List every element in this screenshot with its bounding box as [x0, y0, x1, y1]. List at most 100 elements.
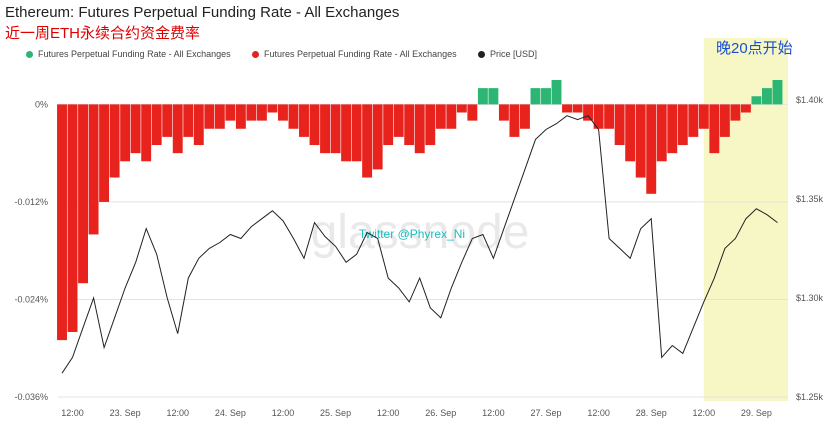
funding-bar: [130, 104, 141, 154]
y-tick-label-right: $1.40k: [796, 95, 824, 105]
funding-bar: [320, 104, 331, 154]
funding-bar: [383, 104, 394, 146]
funding-bar: [446, 104, 457, 129]
y-tick-label-right: $1.30k: [796, 293, 824, 303]
funding-bar: [709, 104, 720, 154]
funding-bar: [541, 88, 551, 105]
funding-bar: [530, 88, 541, 105]
x-tick-label: 12:00: [377, 408, 400, 418]
chart-title: Ethereum: Futures Perpetual Funding Rate…: [5, 4, 400, 21]
legend-dot-icon: [26, 50, 33, 58]
funding-bar: [635, 104, 646, 178]
funding-bar: [277, 104, 288, 121]
x-tick-label: 27. Sep: [530, 408, 561, 418]
x-tick-label: 28. Sep: [636, 408, 667, 418]
funding-bar: [677, 104, 688, 146]
watermark-logo: glassnode: [311, 206, 530, 259]
x-tick-label: 12:00: [61, 408, 84, 418]
y-tick-label-right: $1.25k: [796, 392, 824, 402]
funding-bar: [330, 104, 341, 154]
funding-bar: [614, 104, 625, 146]
funding-bar: [656, 104, 667, 162]
funding-bar: [141, 104, 152, 162]
watermark-credit: Twitter @Phyrex_Ni: [359, 227, 465, 241]
legend-item-negative-funding[interactable]: Futures Perpetual Funding Rate - All Exc…: [252, 49, 457, 59]
x-tick-label: 12:00: [482, 408, 505, 418]
legend-dot-icon: [252, 50, 259, 58]
y-tick-label-left: -0.012%: [14, 197, 48, 207]
funding-bar: [67, 104, 78, 332]
funding-bar: [646, 104, 657, 194]
x-tick-label: 25. Sep: [320, 408, 351, 418]
funding-bar: [477, 88, 488, 105]
funding-bar: [362, 104, 373, 178]
funding-bar: [435, 104, 446, 129]
funding-bar: [57, 104, 67, 341]
funding-bar: [740, 104, 751, 113]
funding-bar: [730, 104, 741, 121]
funding-bar: [551, 80, 562, 105]
funding-bar: [425, 104, 436, 146]
funding-bar: [772, 80, 783, 105]
funding-bar: [256, 104, 267, 121]
funding-bar: [667, 104, 678, 154]
funding-bar: [519, 104, 530, 129]
x-tick-label: 12:00: [587, 408, 610, 418]
funding-bar: [467, 104, 478, 121]
y-tick-label-right: $1.35k: [796, 194, 824, 204]
funding-bar: [698, 104, 709, 129]
funding-bar: [225, 104, 236, 121]
funding-bar: [214, 104, 225, 129]
y-tick-label-left: -0.036%: [14, 392, 48, 402]
funding-bar: [172, 104, 183, 154]
funding-bar: [488, 88, 499, 105]
funding-bar: [498, 104, 509, 121]
funding-bar: [688, 104, 699, 137]
annotation-note: 晚20点开始: [716, 40, 793, 57]
y-tick-label-left: 0%: [35, 99, 48, 109]
funding-bar: [120, 104, 131, 162]
x-tick-label: 12:00: [693, 408, 716, 418]
funding-bar: [235, 104, 246, 129]
x-tick-label: 12:00: [272, 408, 295, 418]
funding-bar: [183, 104, 194, 137]
funding-bar: [583, 104, 594, 121]
funding-bar: [372, 104, 383, 170]
funding-bar: [246, 104, 257, 121]
funding-bar: [288, 104, 299, 129]
funding-bar: [204, 104, 215, 129]
legend-item-price[interactable]: Price [USD]: [478, 49, 537, 59]
funding-bar: [351, 104, 362, 162]
funding-bar: [109, 104, 120, 178]
funding-bar: [751, 96, 762, 105]
x-tick-label: 29. Sep: [741, 408, 772, 418]
funding-bar: [604, 104, 615, 129]
funding-bar: [193, 104, 204, 146]
funding-bar: [404, 104, 415, 146]
funding-bar: [162, 104, 173, 137]
funding-bar: [78, 104, 89, 284]
funding-bar: [414, 104, 425, 154]
funding-bar: [562, 104, 573, 113]
funding-bar: [761, 88, 772, 105]
funding-bar: [456, 104, 467, 113]
funding-bar: [151, 104, 162, 146]
legend-label: Price [USD]: [490, 49, 538, 59]
chart-subtitle: 近一周ETH永续合约资金费率: [5, 25, 201, 42]
x-tick-label: 26. Sep: [425, 408, 456, 418]
funding-bar: [625, 104, 636, 162]
legend-label: Futures Perpetual Funding Rate - All Exc…: [264, 49, 457, 59]
funding-bar: [309, 104, 320, 146]
funding-bar: [572, 104, 583, 113]
legend-item-positive-funding[interactable]: Futures Perpetual Funding Rate - All Exc…: [26, 49, 231, 59]
funding-bar: [267, 104, 278, 113]
funding-bar: [341, 104, 352, 162]
funding-bar: [719, 104, 730, 137]
x-tick-label: 24. Sep: [215, 408, 246, 418]
funding-bar: [593, 104, 604, 129]
funding-bar: [393, 104, 404, 137]
funding-bar: [509, 104, 520, 137]
x-tick-label: 23. Sep: [110, 408, 141, 418]
y-tick-label-left: -0.024%: [14, 294, 48, 304]
